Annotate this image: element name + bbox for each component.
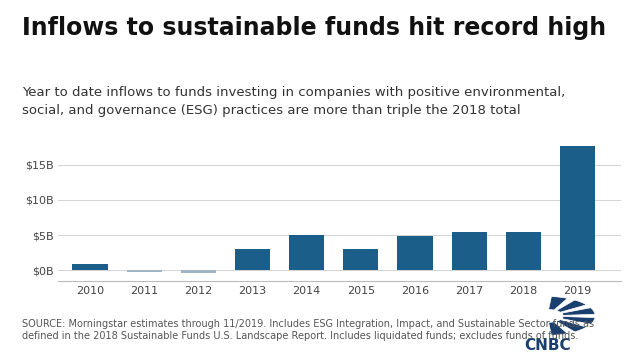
Bar xyxy=(72,264,108,270)
Bar xyxy=(560,147,595,270)
Text: Inflows to sustainable funds hit record high: Inflows to sustainable funds hit record … xyxy=(22,16,607,40)
Bar xyxy=(397,236,433,270)
Bar xyxy=(289,235,324,270)
Bar xyxy=(235,249,270,270)
Wedge shape xyxy=(562,308,595,315)
Text: Year to date inflows to funds investing in companies with positive environmental: Year to date inflows to funds investing … xyxy=(22,86,566,117)
Wedge shape xyxy=(548,322,568,335)
Wedge shape xyxy=(556,320,586,332)
Text: SOURCE: Morningstar estimates through 11/2019. Includes ESG Integration, Impact,: SOURCE: Morningstar estimates through 11… xyxy=(22,319,595,341)
Wedge shape xyxy=(556,300,586,312)
Bar xyxy=(127,270,162,273)
Wedge shape xyxy=(548,297,568,310)
Bar xyxy=(343,249,378,270)
Wedge shape xyxy=(562,316,595,324)
Bar xyxy=(452,231,487,270)
Bar xyxy=(181,270,216,273)
Text: CNBC: CNBC xyxy=(524,338,570,353)
Bar xyxy=(506,231,541,270)
